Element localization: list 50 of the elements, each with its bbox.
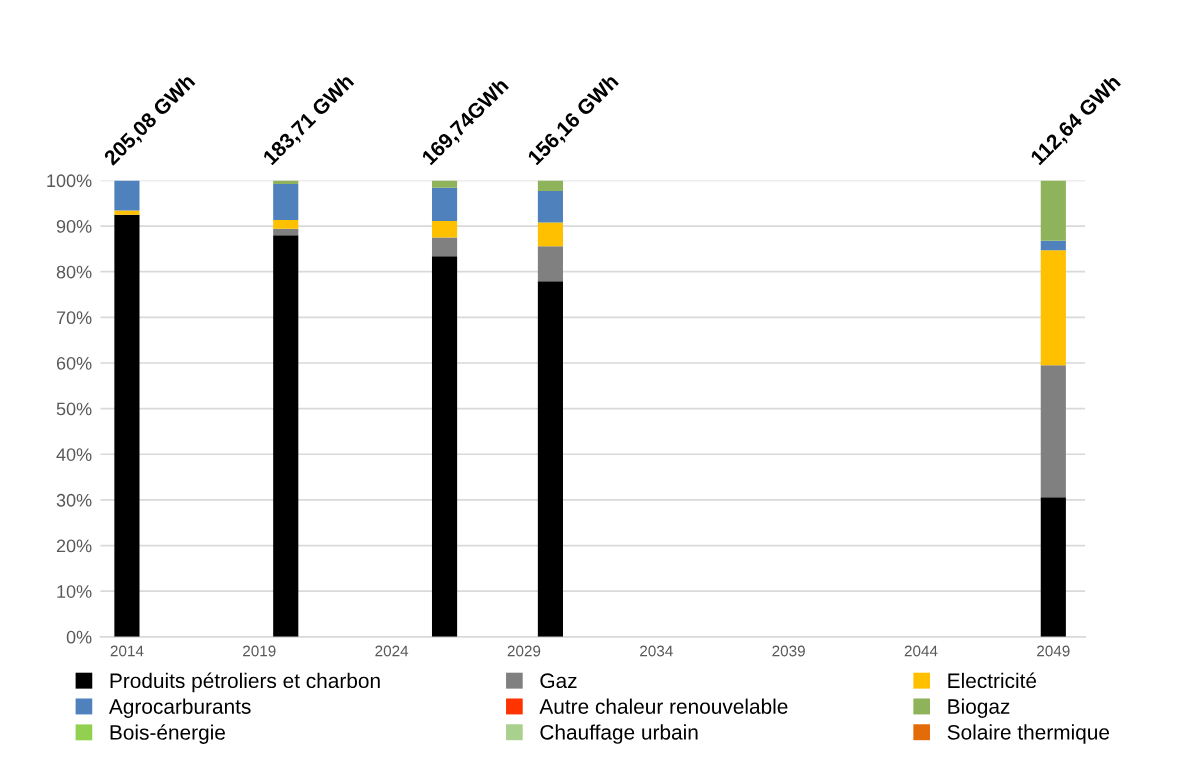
bar	[273, 228, 299, 236]
bar	[537, 180, 563, 191]
legend-label: Produits pétroliers et charbon	[110, 672, 380, 693]
bar	[1040, 250, 1066, 366]
x-tick-label: 2024	[375, 645, 409, 657]
y-tick-label: 90%	[56, 219, 92, 233]
y-tick-label: 100%	[47, 174, 92, 188]
y-tick-label: 30%	[56, 493, 92, 507]
bar	[1040, 365, 1066, 498]
x-tick-label: 2039	[772, 645, 805, 657]
y-tick-label: 10%	[57, 585, 92, 598]
legend-label: Biogaz	[948, 698, 1010, 719]
legend-label: Electricité	[948, 672, 1037, 689]
y-tick-label: 20%	[56, 539, 92, 553]
y-tick-label: 0%	[66, 630, 92, 644]
y-tick-label: 70%	[56, 311, 92, 325]
y-tick-label: 60%	[56, 356, 92, 370]
bar	[431, 221, 458, 238]
bar	[431, 187, 458, 222]
x-tick-label: 2014	[110, 645, 144, 657]
bar	[537, 246, 563, 282]
bar	[537, 222, 563, 247]
bar	[114, 214, 140, 637]
y-tick-label: 50%	[56, 402, 92, 416]
bar	[431, 180, 458, 188]
legend-label: Solaire thermique	[947, 724, 1110, 744]
bar	[114, 210, 140, 215]
x-tick-label: 2044	[904, 645, 938, 657]
bar	[273, 235, 299, 637]
y-tick-label: 80%	[56, 265, 92, 279]
bar	[1040, 180, 1066, 241]
legend-label: Autre chaleur renouvelable	[539, 698, 788, 714]
legend-label: Agrocarburants	[108, 698, 251, 719]
bar	[537, 190, 563, 223]
bar	[537, 281, 563, 637]
bar	[273, 220, 299, 229]
legend-label: Bois-énergie	[110, 724, 225, 744]
y-tick-label: 40%	[56, 448, 92, 461]
x-tick-label: 2034	[640, 645, 673, 657]
x-tick-label: 2019	[243, 645, 276, 657]
x-tick-label: 2049	[1037, 645, 1070, 657]
x-tick-label: 2029	[507, 645, 541, 657]
bar	[431, 256, 458, 637]
bar	[114, 180, 140, 211]
legend-label: Gaz	[540, 673, 577, 689]
bar	[431, 237, 458, 257]
legend-label: Chauffage urbain	[540, 724, 698, 744]
bar	[1040, 240, 1066, 251]
bar	[273, 184, 299, 221]
bar	[1040, 497, 1066, 637]
